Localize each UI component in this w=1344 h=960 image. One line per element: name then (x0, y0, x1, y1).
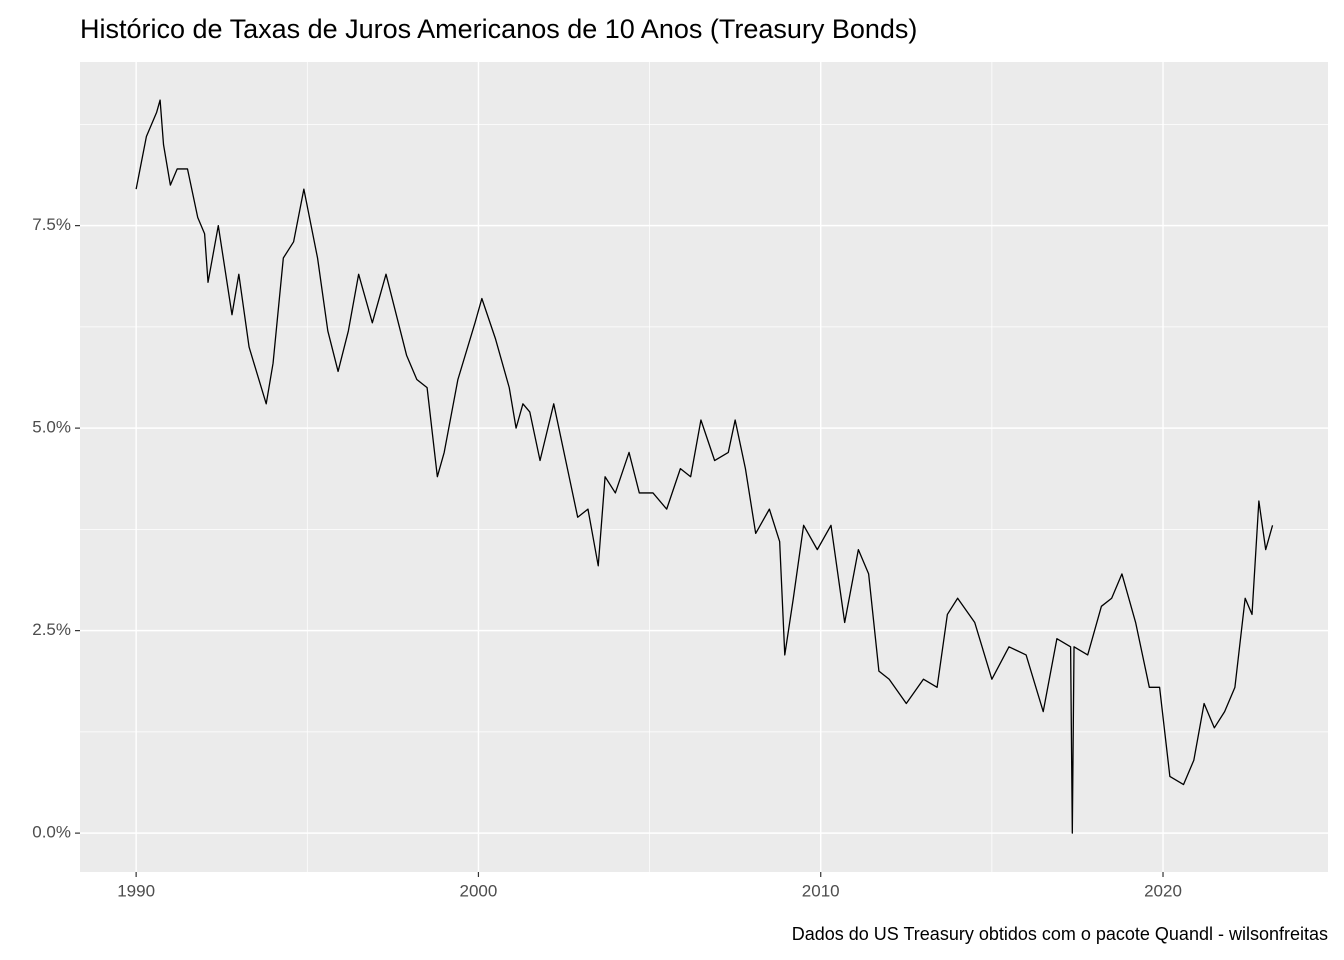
x-tick-label: 1990 (117, 881, 155, 900)
x-tick-label: 2010 (802, 881, 840, 900)
y-tick-label: 0.0% (32, 823, 71, 842)
data-line (135, 99, 1274, 834)
y-tick-label: 7.5% (32, 215, 71, 234)
caption: Dados do US Treasury obtidos com o pacot… (792, 924, 1328, 944)
y-tick-label: 5.0% (32, 418, 71, 437)
x-tick-label: 2020 (1144, 881, 1182, 900)
panel (80, 62, 1328, 872)
chart-title: Histórico de Taxas de Juros Americanos d… (80, 14, 917, 44)
x-tick-label: 2000 (460, 881, 498, 900)
y-tick-label: 2.5% (32, 620, 71, 639)
